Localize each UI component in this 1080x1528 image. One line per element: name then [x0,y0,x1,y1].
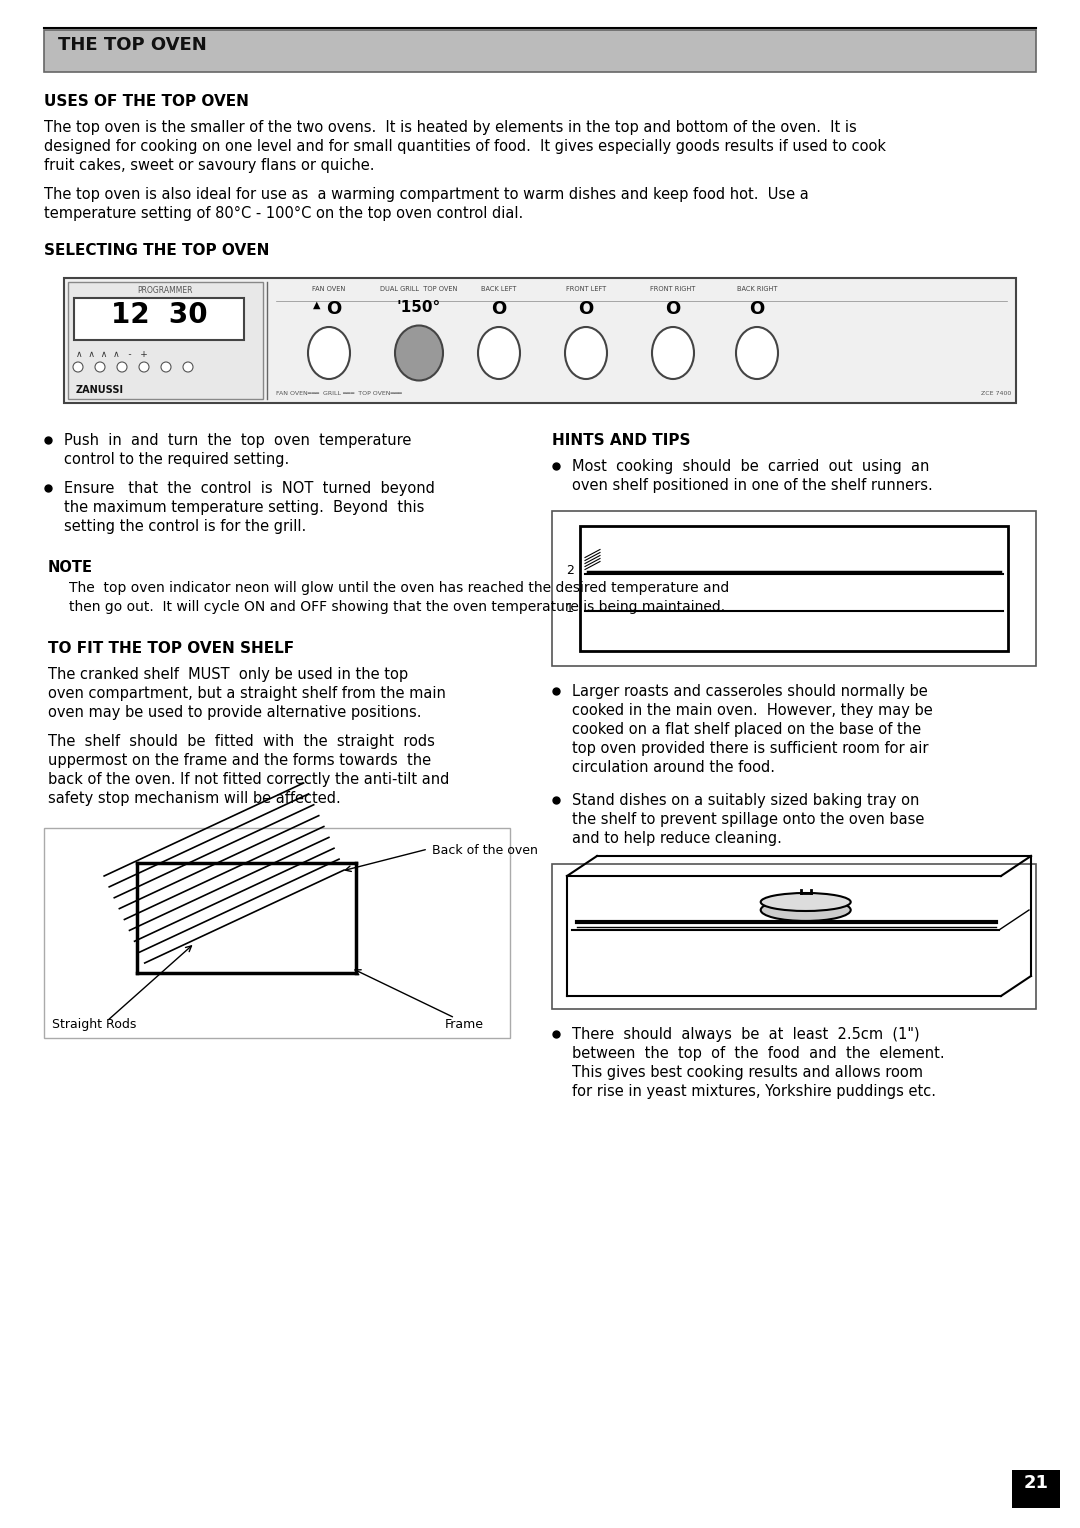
Text: temperature setting of 80°C - 100°C on the top oven control dial.: temperature setting of 80°C - 100°C on t… [44,206,523,222]
Text: oven may be used to provide alternative positions.: oven may be used to provide alternative … [48,704,421,720]
Text: FRONT RIGHT: FRONT RIGHT [650,286,696,292]
FancyBboxPatch shape [44,828,510,1038]
Ellipse shape [735,327,778,379]
Text: Back of the oven: Back of the oven [432,843,538,857]
FancyBboxPatch shape [1012,1470,1059,1508]
Text: ZCE 7400: ZCE 7400 [981,391,1011,396]
Text: O: O [750,299,765,318]
Text: the shelf to prevent spillage onto the oven base: the shelf to prevent spillage onto the o… [572,811,924,827]
Text: USES OF THE TOP OVEN: USES OF THE TOP OVEN [44,95,248,108]
Text: Straight Rods: Straight Rods [52,1018,136,1031]
Text: FRONT LEFT: FRONT LEFT [566,286,606,292]
Text: The  top oven indicator neon will glow until the oven has reached the desired te: The top oven indicator neon will glow un… [69,581,729,594]
Text: for rise in yeast mixtures, Yorkshire puddings etc.: for rise in yeast mixtures, Yorkshire pu… [572,1083,936,1099]
Text: Push  in  and  turn  the  top  oven  temperature: Push in and turn the top oven temperatur… [64,432,411,448]
FancyBboxPatch shape [552,863,1036,1008]
Text: 1: 1 [566,602,573,614]
Text: top oven provided there is sufficient room for air: top oven provided there is sufficient ro… [572,741,929,756]
Text: fruit cakes, sweet or savoury flans or quiche.: fruit cakes, sweet or savoury flans or q… [44,157,375,173]
Text: oven shelf positioned in one of the shelf runners.: oven shelf positioned in one of the shel… [572,478,933,494]
Text: This gives best cooking results and allows room: This gives best cooking results and allo… [572,1065,923,1080]
Text: DUAL GRILL  TOP OVEN: DUAL GRILL TOP OVEN [380,286,458,292]
Text: The top oven is also ideal for use as  a warming compartment to warm dishes and : The top oven is also ideal for use as a … [44,186,809,202]
Text: ZANUSSI: ZANUSSI [76,385,124,396]
Text: BACK RIGHT: BACK RIGHT [737,286,778,292]
Text: safety stop mechanism will be affected.: safety stop mechanism will be affected. [48,792,341,805]
Text: setting the control is for the grill.: setting the control is for the grill. [64,520,307,533]
Text: '150°: '150° [396,299,441,315]
Text: The  shelf  should  be  fitted  with  the  straight  rods: The shelf should be fitted with the stra… [48,733,435,749]
Text: the maximum temperature setting.  Beyond  this: the maximum temperature setting. Beyond … [64,500,424,515]
Ellipse shape [478,327,519,379]
Text: back of the oven. If not fitted correctly the anti-tilt and: back of the oven. If not fitted correctl… [48,772,449,787]
Text: oven compartment, but a straight shelf from the main: oven compartment, but a straight shelf f… [48,686,446,701]
Ellipse shape [139,362,149,371]
Text: 12  30: 12 30 [110,301,207,329]
Text: Most  cooking  should  be  carried  out  using  an: Most cooking should be carried out using… [572,458,930,474]
Ellipse shape [95,362,105,371]
FancyBboxPatch shape [64,278,1016,403]
Text: O: O [326,299,341,318]
Ellipse shape [565,327,607,379]
Ellipse shape [652,327,694,379]
Text: SELECTING THE TOP OVEN: SELECTING THE TOP OVEN [44,243,269,258]
Text: between  the  top  of  the  food  and  the  element.: between the top of the food and the elem… [572,1047,945,1060]
Text: O: O [665,299,680,318]
Text: BACK LEFT: BACK LEFT [482,286,516,292]
FancyBboxPatch shape [68,283,264,399]
Text: NOTE: NOTE [48,559,93,575]
FancyBboxPatch shape [75,298,244,341]
Ellipse shape [395,325,443,380]
Text: circulation around the food.: circulation around the food. [572,759,775,775]
Text: 2: 2 [566,564,573,578]
Text: cooked on a flat shelf placed on the base of the: cooked on a flat shelf placed on the bas… [572,723,921,736]
Ellipse shape [117,362,127,371]
Text: There  should  always  be  at  least  2.5cm  (1"): There should always be at least 2.5cm (1… [572,1027,920,1042]
FancyBboxPatch shape [44,31,1036,72]
Text: HINTS AND TIPS: HINTS AND TIPS [552,432,690,448]
Text: FAN OVEN═══  GRILL ═══  TOP OVEN═══: FAN OVEN═══ GRILL ═══ TOP OVEN═══ [276,391,402,396]
Text: uppermost on the frame and the forms towards  the: uppermost on the frame and the forms tow… [48,753,431,769]
Text: 21: 21 [1024,1475,1049,1491]
Ellipse shape [161,362,171,371]
Text: ∧  ∧  ∧  ∧   -   +: ∧ ∧ ∧ ∧ - + [76,350,148,359]
Text: PROGRAMMER: PROGRAMMER [137,286,192,295]
Ellipse shape [183,362,193,371]
Text: Stand dishes on a suitably sized baking tray on: Stand dishes on a suitably sized baking … [572,793,919,808]
Text: O: O [579,299,594,318]
Text: The top oven is the smaller of the two ovens.  It is heated by elements in the t: The top oven is the smaller of the two o… [44,121,856,134]
FancyBboxPatch shape [580,526,1008,651]
Ellipse shape [308,327,350,379]
Text: Ensure   that  the  control  is  NOT  turned  beyond: Ensure that the control is NOT turned be… [64,481,435,497]
Text: ▲: ▲ [313,299,321,310]
Text: FAN OVEN: FAN OVEN [312,286,346,292]
Text: then go out.  It will cycle ON and OFF showing that the oven temperature is bein: then go out. It will cycle ON and OFF sh… [69,601,725,614]
Ellipse shape [73,362,83,371]
Text: The cranked shelf  MUST  only be used in the top: The cranked shelf MUST only be used in t… [48,668,408,681]
Text: and to help reduce cleaning.: and to help reduce cleaning. [572,831,782,847]
FancyBboxPatch shape [552,510,1036,666]
Ellipse shape [760,892,851,911]
Text: designed for cooking on one level and for small quantities of food.  It gives es: designed for cooking on one level and fo… [44,139,886,154]
Ellipse shape [760,898,851,921]
Text: Frame: Frame [445,1018,484,1031]
Text: O: O [491,299,507,318]
Text: control to the required setting.: control to the required setting. [64,452,289,468]
Text: TO FIT THE TOP OVEN SHELF: TO FIT THE TOP OVEN SHELF [48,642,294,656]
Text: cooked in the main oven.  However, they may be: cooked in the main oven. However, they m… [572,703,933,718]
Text: THE TOP OVEN: THE TOP OVEN [58,37,206,53]
Text: Larger roasts and casseroles should normally be: Larger roasts and casseroles should norm… [572,685,928,698]
